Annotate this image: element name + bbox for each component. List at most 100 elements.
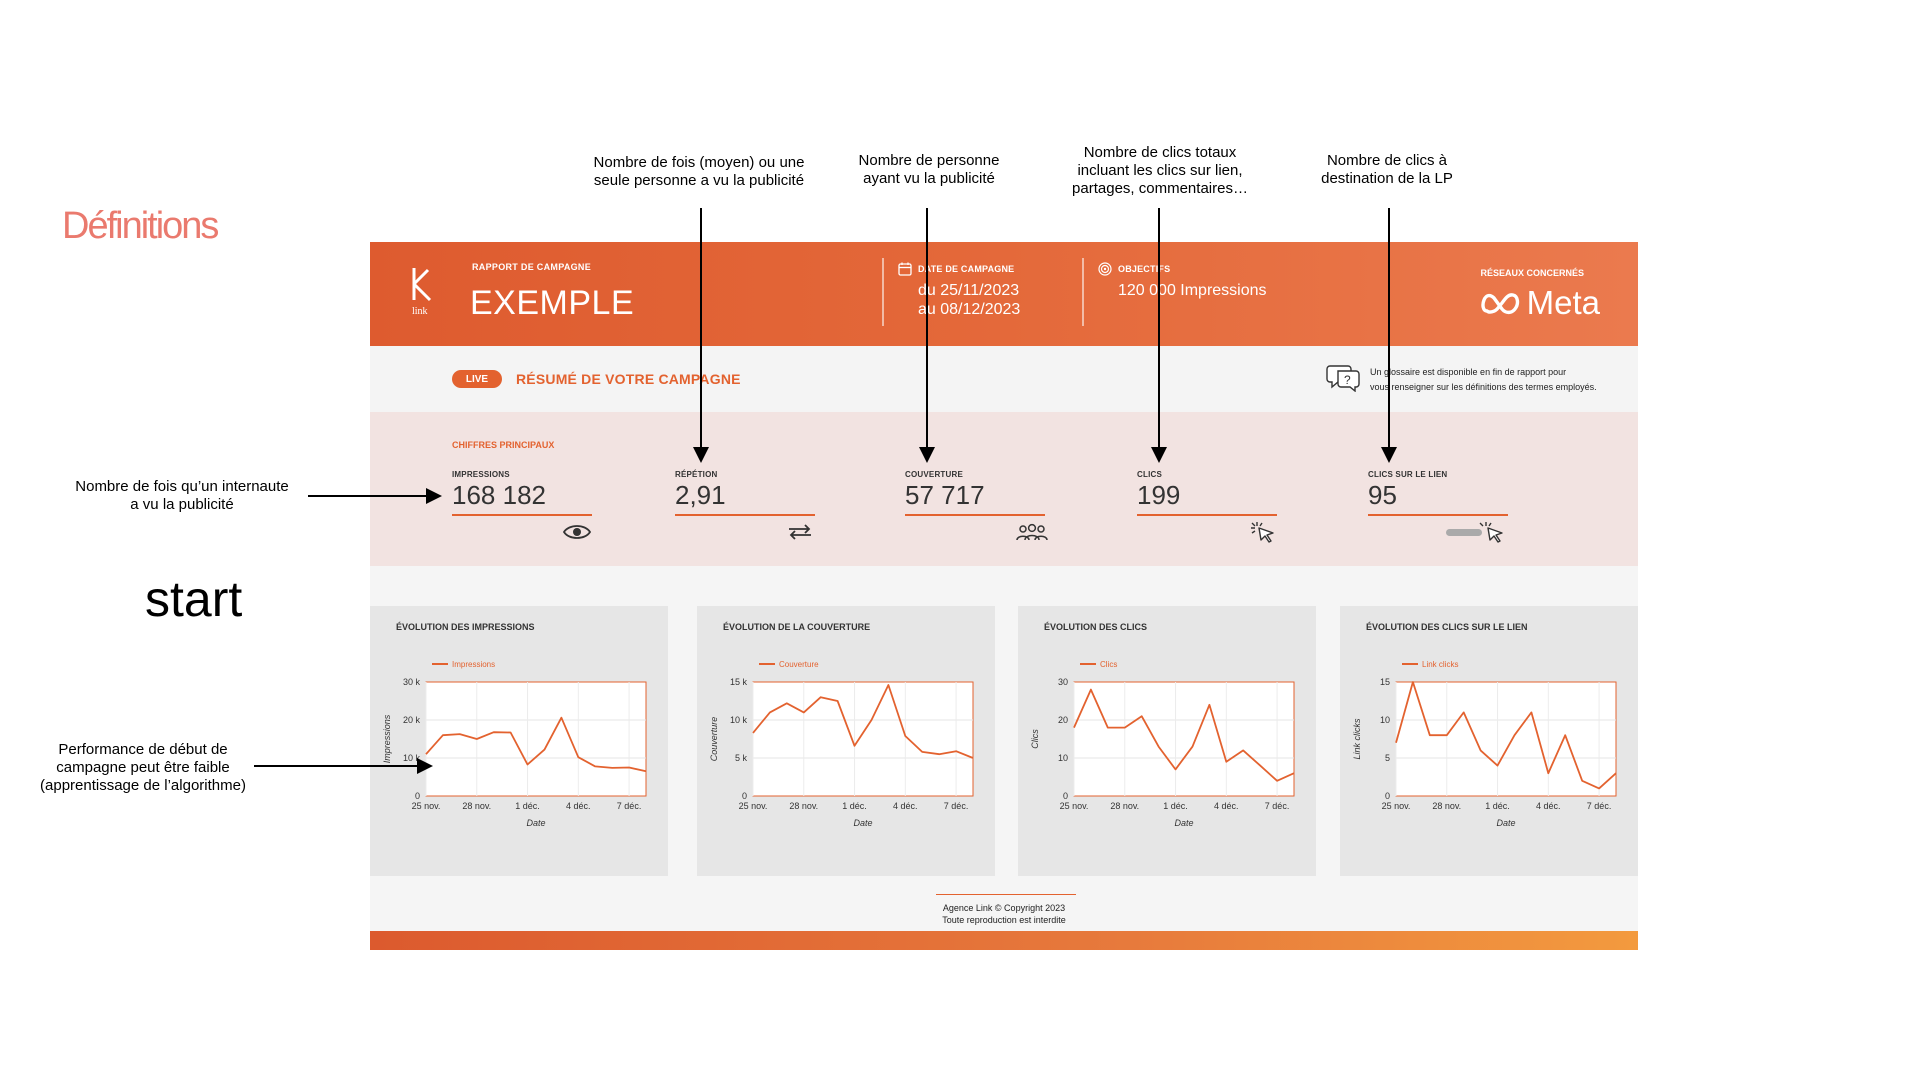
x-tick-label: 28 nov. (789, 801, 818, 811)
x-tick-label: 7 déc. (1587, 801, 1612, 811)
series-line (425, 716, 647, 773)
kpi-label: COUVERTURE (905, 470, 964, 479)
annotation-clics-lien: Nombre de clics à destination de la LP (1321, 152, 1453, 187)
x-tick-label: 1 déc. (842, 801, 867, 811)
plot-area (425, 681, 647, 797)
report-name: EXEMPLE (470, 284, 635, 322)
plot-area (1395, 681, 1617, 797)
y-axis-label: Impressions (382, 714, 392, 763)
x-tick-label: 4 déc. (566, 801, 591, 811)
plot-area (752, 681, 974, 797)
y-axis-label: Couverture (709, 717, 719, 762)
kpi-clics: CLICS 199 (1137, 470, 1277, 550)
plot-area (1073, 681, 1295, 797)
live-badge: LIVE (452, 370, 502, 388)
date-from: du 25/11/2023 (918, 282, 1020, 299)
eye-icon (562, 520, 592, 544)
chart-card-impressions: ÉVOLUTION DES IMPRESSIONS Impressions 0 10… (370, 606, 668, 876)
y-tick-label: 0 (1385, 791, 1390, 801)
legend-label: Impressions (452, 660, 495, 669)
target-icon (1098, 262, 1112, 276)
y-tick-label: 20 (1058, 715, 1068, 725)
y-tick-label: 20 k (403, 715, 421, 725)
x-tick-label: 1 déc. (515, 801, 540, 811)
y-tick-label: 5 k (735, 753, 748, 763)
kpi-section: CHIFFRES PRINCIPAUX IMPRESSIONS 168 182 … (370, 412, 1638, 566)
x-axis-label: Date (853, 818, 872, 828)
footer: Agence Link © Copyright 2023 Toute repro… (370, 902, 1638, 926)
objectives-label: OBJECTIFS (1118, 264, 1171, 274)
x-tick-label: 28 nov. (1432, 801, 1461, 811)
x-tick-label: 28 nov. (1110, 801, 1139, 811)
meta-logo: Meta (1480, 284, 1600, 322)
x-axis-label: Date (1496, 818, 1515, 828)
chart-card-clics: ÉVOLUTION DES CLICS Clics 0 10 20 30 25 nov. 2… (1018, 606, 1316, 876)
y-axis-label: Link clicks (1352, 718, 1362, 760)
people-icon (1015, 520, 1048, 544)
kpi-value: 168 182 (452, 480, 546, 510)
kpi-impressions: IMPRESSIONS 168 182 (452, 470, 592, 550)
kpi-value: 57 717 (905, 480, 985, 510)
report-label: RAPPORT DE CAMPAGNE (472, 262, 592, 272)
clics-chart: Clics 0 10 20 30 25 nov. 28 nov. 1 déc. 4 déc. 7 … (1030, 660, 1295, 828)
annotation-clics: Nombre de clics totaux incluant les clic… (1072, 144, 1248, 197)
networks-label: RÉSEAUX CONCERNÉS (1480, 268, 1584, 278)
kpi-label: IMPRESSIONS (452, 470, 510, 479)
network-name: Meta (1526, 284, 1600, 321)
x-tick-label: 4 déc. (1536, 801, 1561, 811)
y-tick-label: 30 k (403, 677, 421, 687)
x-axis-label: Date (526, 818, 545, 828)
y-tick-label: 0 (742, 791, 747, 801)
x-tick-label: 25 nov. (412, 801, 441, 811)
x-tick-label: 28 nov. (462, 801, 491, 811)
legend-label: Link clicks (1422, 660, 1458, 669)
repeat-icon (785, 520, 815, 544)
kpi-clics-lien: CLICS SUR LE LIEN 95 (1368, 470, 1508, 550)
kpi-value: 199 (1137, 480, 1181, 510)
campaign-report: link RAPPORT DE CAMPAGNE EXEMPLE DATE DE… (370, 242, 1638, 950)
kpi-underline (905, 514, 1045, 516)
series-line (1395, 681, 1617, 790)
chat-question-icon: ? (1326, 362, 1360, 393)
y-tick-label: 10 k (730, 715, 748, 725)
couverture-chart: Couverture 0 5 k 10 k 15 k 25 nov. 28 nov. 1 dé… (709, 660, 974, 828)
chart-title: ÉVOLUTION DES CLICS (1044, 622, 1148, 632)
start-label: start (145, 571, 243, 627)
annotation-debut-campagne: Performance de début de campagne peut êt… (40, 741, 246, 794)
date-to: au 08/12/2023 (918, 301, 1021, 318)
click-icon (1247, 520, 1277, 544)
kpi-underline (1137, 514, 1277, 516)
y-tick-label: 5 (1385, 753, 1390, 763)
kpi-underline (1368, 514, 1508, 516)
kpi-section-title: CHIFFRES PRINCIPAUX (452, 440, 555, 450)
clics-lien-chart: Link clicks 0 5 10 15 25 nov. 28 nov. 1 déc. 4 d… (1352, 660, 1617, 828)
y-tick-label: 30 (1058, 677, 1068, 687)
y-tick-label: 0 (415, 791, 420, 801)
impressions-chart: Impressions 0 10 k 20 k 30 k 25 nov. 28 nov. 1 … (382, 660, 647, 828)
glossary-note: Un glossaire est disponible en fin de ra… (1370, 365, 1600, 395)
header-divider (1082, 258, 1084, 326)
y-tick-label: 10 (1380, 715, 1390, 725)
link-logo: link (410, 266, 436, 318)
summary-title: RÉSUMÉ DE VOTRE CAMPAGNE (516, 371, 741, 387)
y-tick-label: 15 (1380, 677, 1390, 687)
footer-copyright: Agence Link © Copyright 2023 (942, 903, 1066, 913)
link-click-icon (1444, 520, 1508, 544)
legend-label: Couverture (779, 660, 819, 669)
header-divider (882, 258, 884, 326)
kpi-couverture: COUVERTURE 57 717 (905, 470, 1048, 550)
bottom-gradient-bar (370, 931, 1638, 950)
series-line (1073, 688, 1295, 782)
series-line (752, 684, 974, 759)
objectives-value: 120 000 Impressions (1118, 282, 1267, 299)
x-tick-label: 7 déc. (617, 801, 642, 811)
calendar-icon (898, 262, 912, 276)
x-tick-label: 7 déc. (944, 801, 969, 811)
annotation-couverture: Nombre de personne ayant vu la publicité (858, 152, 1000, 187)
kpi-repetition: RÉPÉTION 2,91 (675, 470, 815, 550)
svg-text:?: ? (1344, 373, 1351, 387)
x-tick-label: 1 déc. (1485, 801, 1510, 811)
annotation-repetition: Nombre de fois (moyen) ou une seule pers… (593, 154, 805, 189)
kpi-label: CLICS (1137, 470, 1162, 479)
